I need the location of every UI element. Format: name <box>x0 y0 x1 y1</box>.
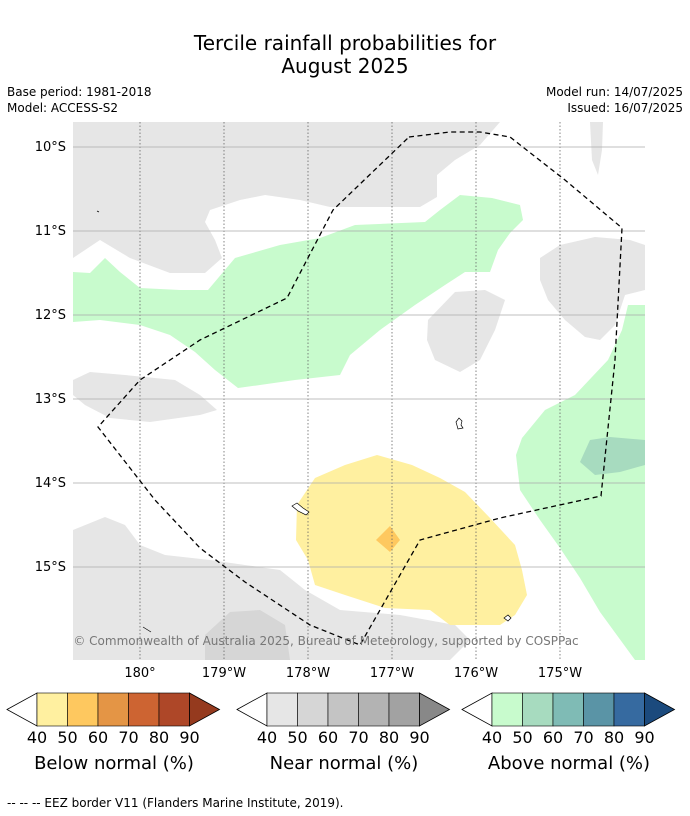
island-outline <box>142 626 152 633</box>
longitude-gridlines <box>139 122 561 660</box>
colorbar-tick-label: 90 <box>634 728 654 747</box>
colorbar-tick-label: 70 <box>573 728 593 747</box>
colorbar-segment <box>358 692 390 727</box>
eez-footnote: -- -- -- EEZ border V11 (Flanders Marine… <box>7 796 344 810</box>
lon-label: 175°W <box>538 666 582 681</box>
map-region <box>73 122 645 660</box>
colorbar-tick-label: 90 <box>409 728 429 747</box>
colorbar-over-triangle <box>419 692 451 727</box>
lat-label: 13°S <box>35 392 66 407</box>
colorbar-tick-label: 80 <box>379 728 399 747</box>
island-outlines <box>96 210 512 633</box>
colorbar-segment <box>36 692 68 727</box>
colorbar-segment <box>97 692 129 727</box>
lat-label: 15°S <box>35 560 66 575</box>
colorbar-under-triangle <box>236 692 268 727</box>
colorbar-over-triangle <box>644 692 676 727</box>
near-normal-regions <box>73 122 645 660</box>
colorbar-tick-label: 60 <box>88 728 108 747</box>
lon-label: 176°W <box>454 666 498 681</box>
colorbar-tick-label: 40 <box>27 728 47 747</box>
map-title-line1: Tercile rainfall probabilities for <box>193 31 497 55</box>
lon-label: 178°W <box>286 666 330 681</box>
colorbar-segment <box>67 692 99 727</box>
latitude-labels: 10°S 11°S 12°S 13°S 14°S 15°S <box>35 140 66 575</box>
island-outline <box>96 210 100 213</box>
lon-label: 179°W <box>202 666 246 681</box>
colorbar-tick-label: 40 <box>482 728 502 747</box>
island-outline <box>291 502 310 516</box>
colorbar-under-triangle <box>6 692 38 727</box>
colorbar-segment <box>522 692 554 727</box>
lat-label: 12°S <box>35 308 66 323</box>
colorbar-segment <box>583 692 615 727</box>
colorbar-segment <box>491 692 523 727</box>
colorbar-over-triangle <box>189 692 221 727</box>
colorbar-tick-label: 50 <box>287 728 307 747</box>
above-normal-50-patch <box>580 437 645 475</box>
latitude-gridlines <box>73 146 645 568</box>
colorbar-segment <box>613 692 645 727</box>
colorbar-tick-label: 80 <box>149 728 169 747</box>
colorbar-segment <box>388 692 420 727</box>
near-normal-title: Near normal (%) <box>269 753 419 774</box>
issued-text: Issued: 16/07/2025 <box>567 101 683 115</box>
longitude-labels: 180° 179°W 178°W 177°W 176°W 175°W <box>124 666 582 681</box>
colorbar-tick-label: 60 <box>543 728 563 747</box>
model-run-text: Model run: 14/07/2025 <box>545 85 683 99</box>
above-normal-title: Above normal (%) <box>487 753 651 774</box>
colorbar-above: 40 50 60 70 80 90 <box>461 692 676 747</box>
colorbar-tick-label: 60 <box>318 728 338 747</box>
colorbar-below: 40 50 60 70 80 90 <box>6 692 221 747</box>
map-title-line2: August 2025 <box>281 54 409 78</box>
island-outline <box>503 614 512 622</box>
colorbar-group: 40 50 60 70 80 90 40 50 60 70 80 90 40 50 60 70 80 90 <box>6 692 676 747</box>
copyright-text: © Commonwealth of Australia 2025, Bureau… <box>73 634 578 648</box>
above-normal-regions <box>73 195 645 660</box>
colorbar-tick-label: 50 <box>512 728 532 747</box>
eez-border <box>97 131 623 646</box>
below-normal-50-patch <box>376 526 400 552</box>
lat-label: 10°S <box>35 140 66 155</box>
base-period-text: Base period: 1981-2018 <box>7 85 152 99</box>
colorbar-near: 40 50 60 70 80 90 <box>236 692 451 747</box>
near-normal-50-patch <box>205 610 290 660</box>
lat-label: 14°S <box>35 476 66 491</box>
island-outline <box>455 417 464 430</box>
colorbar-tick-label: 80 <box>604 728 624 747</box>
lat-label: 11°S <box>35 224 66 239</box>
lon-label: 180° <box>124 666 155 681</box>
colorbar-tick-label: 70 <box>348 728 368 747</box>
colorbar-tick-label: 90 <box>179 728 199 747</box>
below-normal-title: Below normal (%) <box>34 753 194 774</box>
colorbar-segment <box>297 692 329 727</box>
colorbar-segment <box>266 692 298 727</box>
colorbar-tick-label: 40 <box>257 728 277 747</box>
below-normal-region <box>296 455 527 625</box>
colorbar-segment <box>327 692 359 727</box>
colorbar-tick-label: 70 <box>118 728 138 747</box>
colorbar-tick-label: 50 <box>57 728 77 747</box>
colorbar-under-triangle <box>461 692 493 727</box>
colorbar-segment <box>552 692 584 727</box>
colorbar-segment <box>128 692 160 727</box>
model-text: Model: ACCESS-S2 <box>7 101 119 115</box>
colorbar-segment <box>158 692 190 727</box>
lon-label: 177°W <box>370 666 414 681</box>
